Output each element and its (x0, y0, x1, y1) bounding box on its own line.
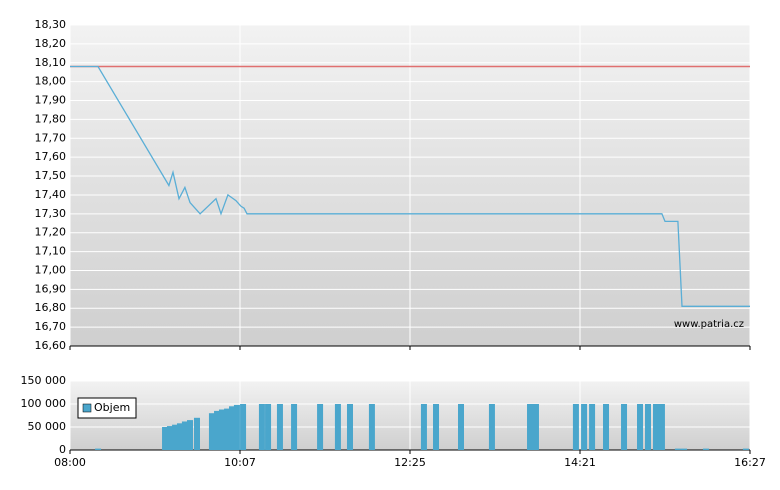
x-tick-label: 12:25 (394, 456, 426, 469)
volume-bar (95, 448, 102, 450)
volume-bar (291, 404, 298, 450)
volume-bar (233, 404, 240, 450)
y-tick-label: 17,80 (35, 112, 67, 125)
volume-bar (166, 426, 173, 450)
legend-swatch (82, 403, 92, 413)
y-tick-label: 17,50 (35, 169, 67, 182)
volume-bar (589, 404, 596, 450)
volume-bar (276, 404, 283, 450)
volume-bar (532, 404, 539, 450)
x-tick-label: 14:21 (564, 456, 596, 469)
volume-bar (433, 404, 440, 450)
volume-bar (265, 404, 272, 450)
y-tick-label: 0 (59, 443, 66, 456)
volume-bar (702, 448, 709, 450)
y-tick-label: 17,10 (35, 245, 67, 258)
volume-bar (162, 427, 169, 450)
price-line (70, 65, 750, 307)
y-tick-label: 17,90 (35, 94, 67, 107)
volume-bar (621, 404, 628, 450)
x-tick-label: 16:27 (734, 456, 766, 469)
y-tick-label: 16,90 (35, 282, 67, 295)
volume-bar (645, 404, 651, 450)
y-tick-label: 17,40 (35, 188, 67, 201)
volume-bar (658, 404, 665, 450)
volume-bar (368, 404, 375, 450)
volume-bar (742, 448, 749, 450)
y-tick-label: 100 000 (21, 397, 67, 410)
volume-bar (674, 448, 681, 450)
volume-bar (488, 404, 495, 450)
y-tick-label: 18,30 (35, 18, 67, 31)
volume-bar (224, 408, 231, 450)
volume-bar (240, 404, 247, 450)
volume-bar (214, 410, 221, 450)
volume-bar (527, 404, 534, 450)
y-tick-label: 17,00 (35, 263, 67, 276)
volume-bar (176, 423, 183, 450)
volume-bar (334, 404, 341, 450)
y-tick-label: 18,10 (35, 56, 67, 69)
volume-bar (229, 406, 236, 450)
volume-bar (258, 404, 265, 450)
volume-bar (581, 404, 588, 450)
x-tick-label: 08:00 (54, 456, 86, 469)
volume-bar (187, 420, 194, 450)
legend-label: Objem (94, 401, 130, 414)
volume-bar (346, 404, 353, 450)
volume-bar (637, 404, 644, 450)
x-tick-label: 10:07 (224, 456, 256, 469)
volume-bar (317, 404, 324, 450)
y-tick-label: 17,70 (35, 131, 67, 144)
y-tick-label: 18,00 (35, 75, 67, 88)
y-tick-label: 16,60 (35, 339, 67, 352)
y-tick-label: 17,60 (35, 150, 67, 163)
volume-bar (458, 404, 464, 450)
volume-bar (208, 413, 215, 450)
legend-box (77, 397, 137, 419)
y-tick-label: 16,80 (35, 301, 67, 314)
volume-bar (681, 448, 688, 450)
volume-bar (181, 421, 188, 450)
y-tick-label: 17,20 (35, 226, 67, 239)
y-tick-label: 50 000 (28, 420, 67, 433)
volume-bar (603, 404, 610, 450)
y-tick-label: 16,70 (35, 320, 67, 333)
volume-bar (652, 404, 659, 450)
volume-bar (572, 404, 579, 450)
volume-bar (420, 404, 427, 450)
y-tick-label: 18,20 (35, 37, 67, 50)
y-tick-label: 17,30 (35, 207, 67, 220)
watermark: www.patria.cz (674, 319, 744, 330)
volume-bar (172, 424, 179, 450)
y-tick-label: 150 000 (21, 374, 67, 387)
volume-bar (193, 417, 200, 450)
volume-bar (218, 409, 225, 450)
